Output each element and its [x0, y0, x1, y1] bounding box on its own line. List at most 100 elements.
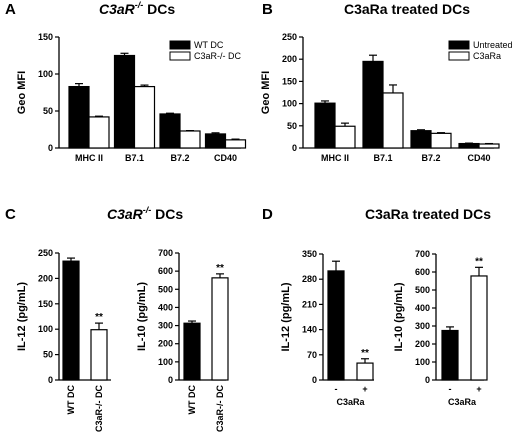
chart-1-bars: MHC II B7.1 B7.2 CD40 — [314, 54, 500, 163]
y-tick-label: 200 — [38, 273, 53, 283]
panel-title-superscript: -/- — [143, 205, 152, 215]
bar — [179, 130, 201, 149]
significance-marker: ** — [361, 348, 369, 359]
legend-swatch — [448, 51, 470, 61]
chart-4-bars: - ** + C3aRa — [327, 260, 374, 407]
bar — [224, 139, 247, 149]
x-tick-label: B7.1 — [125, 153, 144, 163]
panel-title: C3aR-/- DCs — [107, 205, 183, 222]
bar — [68, 85, 90, 149]
bar — [113, 54, 136, 149]
bar — [327, 270, 345, 381]
bar — [314, 102, 336, 149]
chart-0-bars: MHC II B7.1 B7.2 CD40 — [68, 52, 247, 163]
significance-marker: ** — [216, 263, 224, 274]
bar — [133, 85, 156, 149]
y-tick-label: 50 — [43, 106, 53, 116]
bar — [159, 113, 181, 149]
x-tick-label: WT DC — [187, 385, 197, 415]
x-group-label: C3aRa — [336, 397, 365, 407]
bar — [204, 133, 227, 149]
y-tick-label: 100 — [415, 357, 430, 367]
x-tick-label: + — [476, 384, 481, 394]
y-tick-label: 300 — [158, 321, 173, 331]
panel-title-rest: DCs — [143, 1, 175, 17]
panel-label: B — [262, 1, 273, 18]
panel-title-gene: C3aR — [107, 206, 144, 222]
panel-label: A — [5, 1, 16, 18]
y-tick-label: 0 — [48, 375, 53, 385]
bar — [441, 329, 459, 381]
x-tick-label: C3aR-/- DC — [215, 385, 225, 433]
panel-title-superscript: -/- — [135, 0, 144, 10]
x-tick-label: - — [335, 384, 338, 394]
y-tick-label: 350 — [302, 249, 317, 259]
y-tick-label: 600 — [415, 267, 430, 277]
legend-label: WT DC — [194, 40, 224, 50]
x-tick-label: CD40 — [214, 153, 237, 163]
chart-4-axes: 0 70 140 210 280 350 IL-12 (pg/mL) — [280, 249, 374, 385]
panel-label: D — [262, 206, 273, 223]
y-axis-title: IL-12 (pg/mL) — [280, 282, 292, 351]
y-tick-label: 100 — [38, 69, 53, 79]
y-tick-label: 500 — [415, 285, 430, 295]
chart-5-axes: 0 100 200 300 400 500 600 700 IL-10 (pg/mL) — [393, 249, 484, 385]
bar — [88, 116, 110, 149]
y-tick-label: 700 — [415, 249, 430, 259]
x-tick-label: MHC II — [321, 153, 349, 163]
y-tick-label: 100 — [158, 357, 173, 367]
y-tick-label: 280 — [302, 274, 317, 284]
y-tick-label: 50 — [43, 350, 53, 360]
y-tick-label: 150 — [38, 32, 53, 42]
y-tick-label: 0 — [312, 375, 317, 385]
chart-2-axes: 0 50 100 150 200 250 IL-12 (pg/mL) — [16, 248, 111, 385]
bar — [62, 260, 80, 381]
y-tick-label: 0 — [425, 375, 430, 385]
legend-swatch — [169, 51, 191, 61]
bar — [478, 143, 500, 149]
y-tick-label: 150 — [282, 76, 297, 86]
y-tick-label: 200 — [415, 339, 430, 349]
panel-title: C3aRa treated DCs — [365, 206, 491, 222]
y-tick-label: 200 — [282, 54, 297, 64]
chart-3-bars: WT DC ** C3aR-/- DC — [183, 263, 229, 433]
y-tick-label: 250 — [282, 32, 297, 42]
significance-marker: ** — [95, 312, 103, 323]
y-axis-title: IL-10 (pg/mL) — [136, 282, 148, 351]
panel-title-rest: DCs — [151, 206, 183, 222]
legend-label: C3aRa — [473, 51, 501, 61]
x-tick-label: C3aR-/- DC — [94, 385, 104, 433]
y-tick-label: 0 — [48, 143, 53, 153]
chart-2-bars: WT DC ** C3aR-/- DC — [62, 257, 108, 433]
x-tick-label: WT DC — [66, 385, 76, 415]
x-tick-label: MHC II — [75, 153, 103, 163]
x-group-label: C3aRa — [448, 397, 477, 407]
panel-label: C — [5, 206, 16, 223]
bar — [410, 130, 432, 149]
bar — [356, 362, 374, 381]
x-tick-label: B7.2 — [170, 153, 189, 163]
y-tick-label: 0 — [292, 143, 297, 153]
legend-swatch — [448, 40, 470, 50]
bar — [90, 329, 108, 381]
significance-marker: ** — [475, 256, 483, 267]
y-tick-label: 140 — [302, 325, 317, 335]
y-axis-title: IL-10 (pg/mL) — [393, 282, 405, 351]
y-tick-label: 100 — [38, 324, 53, 334]
panel-title-gene: C3aR — [99, 1, 136, 17]
y-tick-label: 500 — [158, 284, 173, 294]
y-tick-label: 210 — [302, 299, 317, 309]
x-tick-label: B7.1 — [373, 153, 392, 163]
y-tick-label: 600 — [158, 266, 173, 276]
y-axis-title: IL-12 (pg/mL) — [16, 282, 28, 351]
y-tick-label: 100 — [282, 99, 297, 109]
legend-label: Untreated — [473, 40, 513, 50]
legend-label: C3aR-/- DC — [194, 51, 242, 61]
panel-title: C3aR-/- DCs — [99, 0, 175, 17]
bar — [334, 125, 356, 149]
bar — [183, 322, 201, 381]
legend-swatch — [169, 40, 191, 50]
x-tick-label: - — [449, 384, 452, 394]
